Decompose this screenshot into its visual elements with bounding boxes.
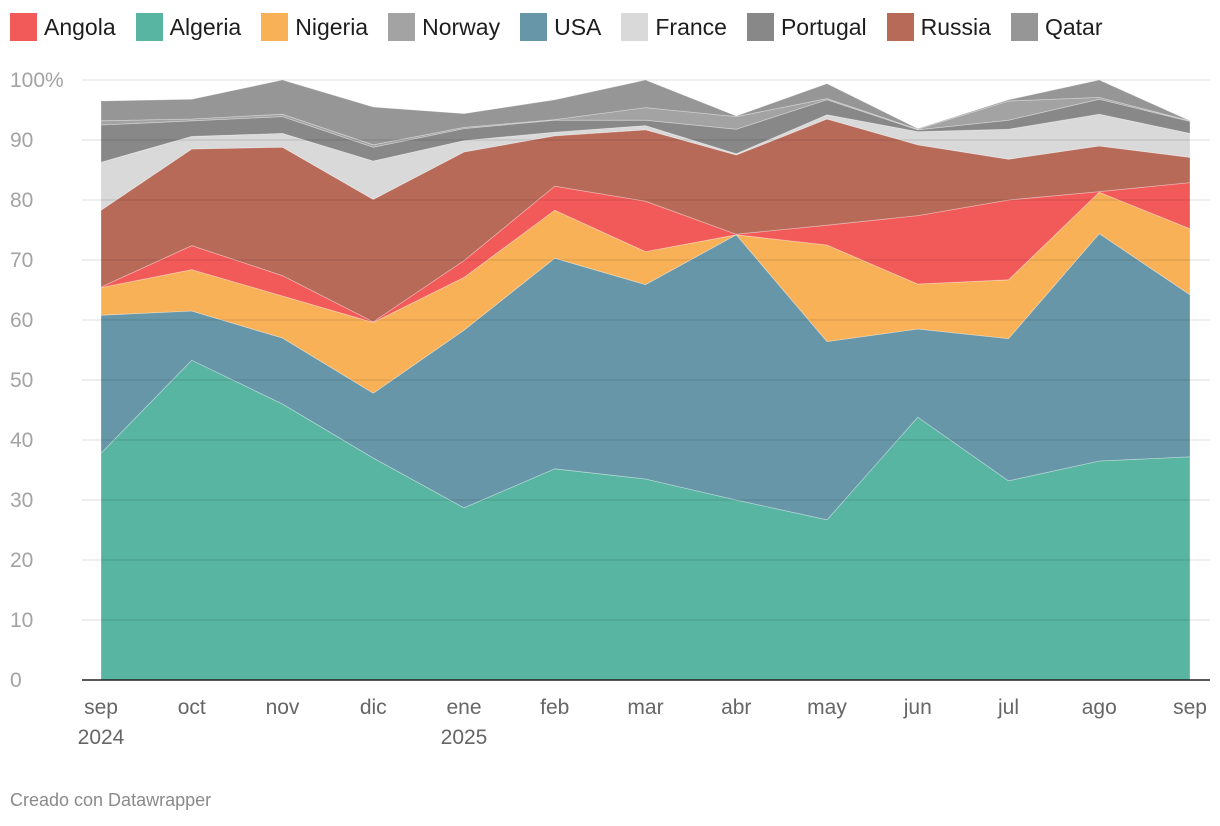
legend-swatch (886, 13, 914, 41)
x-tick-label: abr (721, 696, 751, 719)
legend-label: Algeria (169, 13, 242, 40)
legend-label: Angola (44, 13, 116, 40)
legend-swatch (621, 13, 649, 41)
legend-swatch (520, 13, 548, 41)
chart-legend: Angola Algeria Nigeria Norway USA France Portu… (10, 13, 1122, 41)
legend-swatch (746, 13, 774, 41)
legend-label: Portugal (780, 13, 867, 40)
legend-swatch (135, 13, 163, 41)
x-tick-label: jun (903, 696, 932, 719)
legend-swatch (388, 13, 416, 41)
area-norway (100, 96, 1191, 148)
y-tick-label: 10 (10, 609, 33, 632)
x-tick-label: dic (360, 696, 387, 719)
y-tick-label: 90 (10, 129, 33, 152)
x-tick-label: jul (997, 696, 1019, 719)
y-tick-label: 0 (10, 669, 22, 692)
legend-label: France (655, 13, 727, 40)
y-tick-label: 50 (10, 369, 33, 392)
legend-item-algeria: Algeria (135, 13, 242, 41)
legend-swatch (1010, 13, 1038, 41)
x-tick-label: ago (1082, 696, 1117, 719)
y-tick-label: 80 (10, 189, 33, 212)
x-tick-label: sep 2024 (78, 696, 125, 749)
legend-label: Norway (422, 13, 501, 40)
x-tick-label: may (807, 696, 847, 719)
legend-item-portugal: Portugal (746, 13, 867, 41)
y-tick-label: 70 (10, 249, 33, 272)
legend-swatch (10, 13, 37, 41)
legend-item-nigeria: Nigeria (261, 13, 368, 41)
y-tick-label: 60 (10, 309, 33, 332)
legend-label: Russia (920, 13, 991, 40)
legend-item-france: France (621, 13, 727, 41)
legend-item-norway: Norway (388, 13, 500, 41)
legend-label: Nigeria (295, 13, 369, 40)
y-tick-label: 40 (10, 429, 33, 452)
legend-item-russia: Russia (886, 13, 991, 41)
legend-item-angola: Angola (10, 13, 116, 41)
x-tick-label: sep (1173, 696, 1207, 719)
x-tick-label: mar (627, 696, 663, 719)
legend-item-usa: USA (520, 13, 601, 41)
y-tick-label: 100% (10, 69, 64, 92)
x-tick-label: feb (540, 696, 569, 719)
area-nigeria (100, 191, 1191, 394)
legend-label: USA (554, 13, 602, 40)
footer-credit: Creado con Datawrapper (10, 790, 212, 810)
legend-label: Qatar (1044, 13, 1103, 40)
x-tick-label: nov (266, 696, 300, 719)
y-tick-label: 30 (10, 489, 33, 512)
area-qatar (100, 79, 1191, 146)
y-tick-label: 20 (10, 549, 33, 572)
legend-swatch (261, 13, 289, 41)
area-russia (100, 118, 1191, 323)
x-tick-label: ene 2025 (441, 696, 488, 749)
legend-item-qatar: Qatar (1010, 13, 1103, 41)
x-tick-label: oct (178, 696, 206, 719)
